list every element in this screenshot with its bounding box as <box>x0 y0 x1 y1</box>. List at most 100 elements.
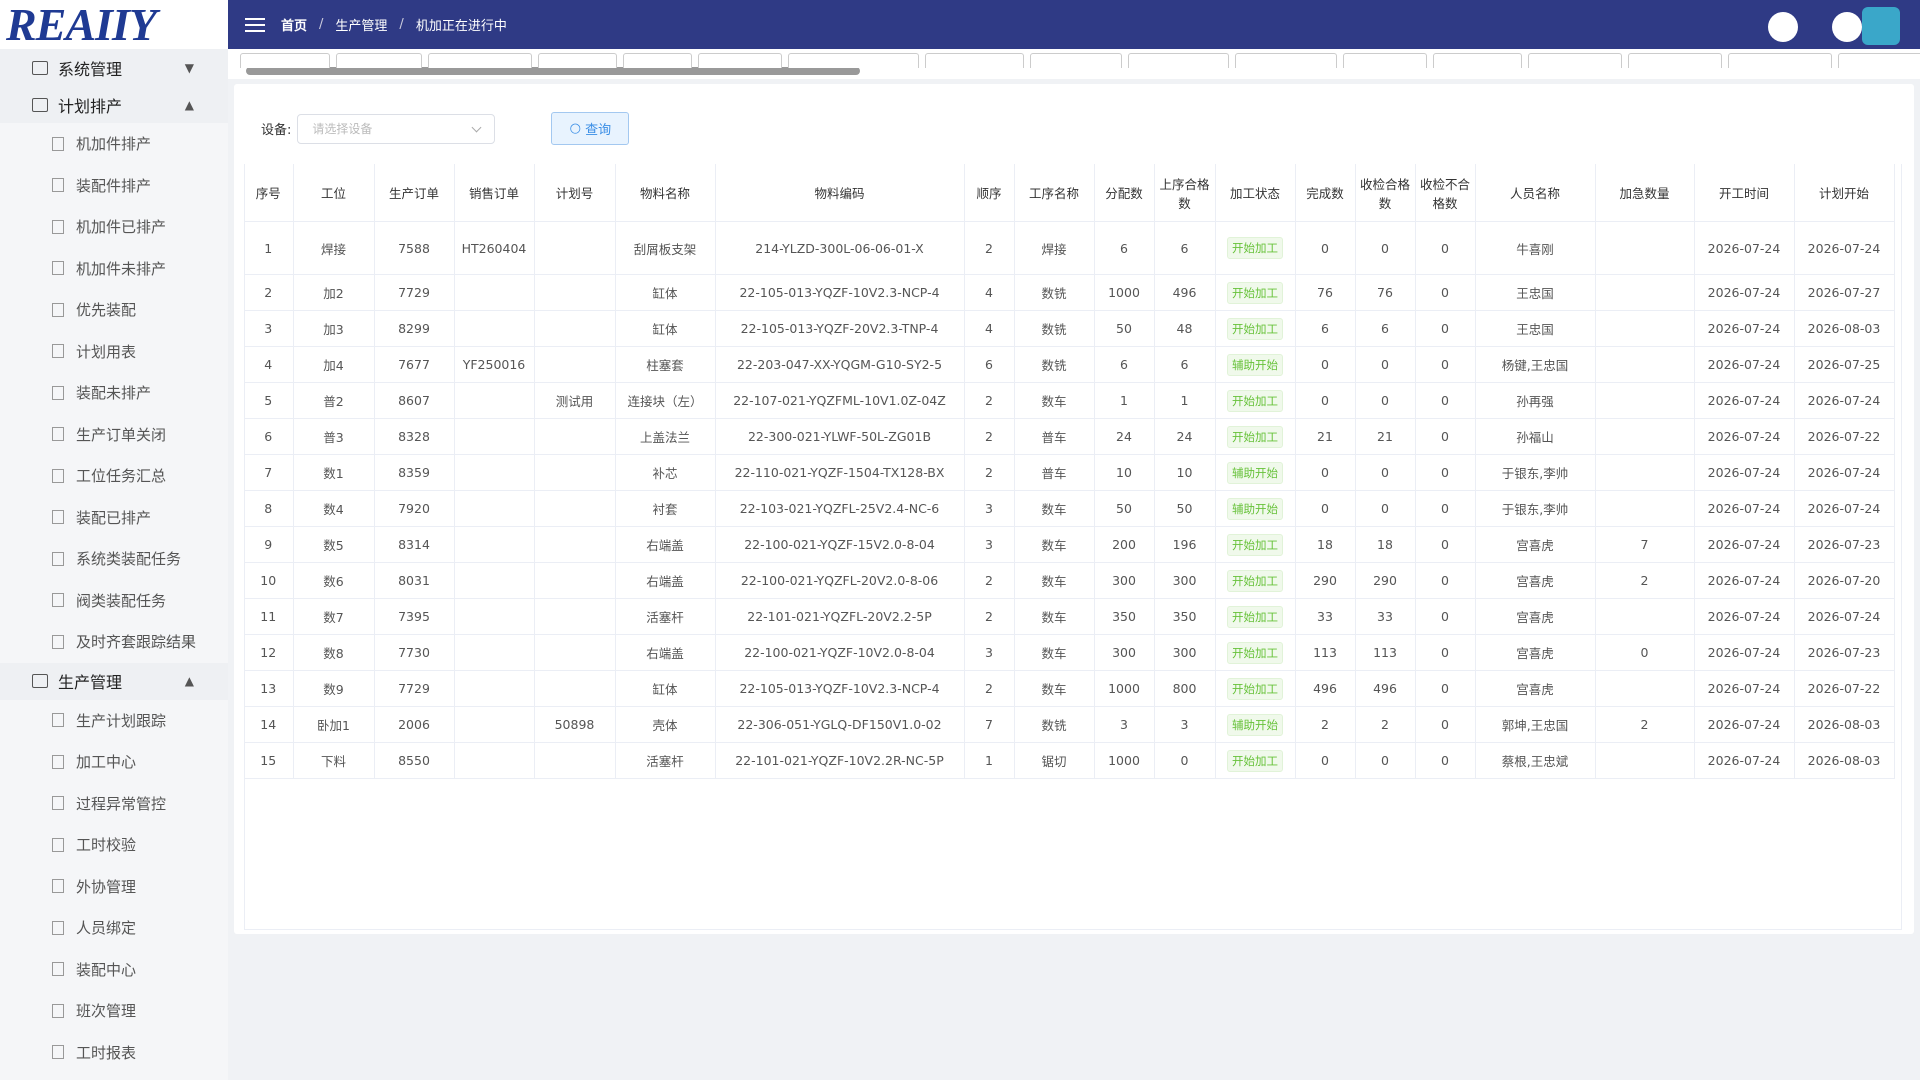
tab[interactable] <box>788 53 919 68</box>
table-cell: 0 <box>1415 634 1476 671</box>
breadcrumb-item[interactable]: 生产管理 <box>335 19 388 34</box>
group-label: 计划排产 <box>58 96 123 116</box>
cell-text: 2026-07-27 <box>1807 285 1881 300</box>
item-label: 装配已排产 <box>76 508 152 527</box>
tab[interactable] <box>1628 53 1722 68</box>
cell-text: 2026-07-24 <box>1707 681 1781 696</box>
table-cell: 24 <box>1094 418 1155 455</box>
cell-text: 0 <box>1441 501 1449 516</box>
tab[interactable] <box>1030 53 1122 68</box>
menu-item[interactable]: 计划用表 <box>0 331 228 373</box>
menu-item[interactable]: 生产订单关闭 <box>0 414 228 456</box>
avatar[interactable] <box>1862 7 1900 45</box>
table-cell: 50 <box>1094 310 1155 347</box>
icon <box>32 97 48 112</box>
menu-item[interactable]: 生产计划跟踪 <box>0 700 228 742</box>
table-cell: 2026-07-24 <box>1694 221 1795 275</box>
table-cell: 2026-07-24 <box>1694 274 1795 311</box>
menu-item[interactable]: 过程异常管控 <box>0 783 228 825</box>
tab[interactable] <box>336 53 422 68</box>
tab[interactable] <box>1433 53 1522 68</box>
menu-item[interactable]: 装配已排产 <box>0 497 228 539</box>
table-cell: 22-105-013-YQZF-20V2.3-TNP-4 <box>715 310 965 347</box>
cell-text: 7729 <box>398 681 430 696</box>
table-cell: 0 <box>1415 418 1476 455</box>
breadcrumb-item[interactable]: 首页 <box>281 19 308 34</box>
cell-text: 2026-07-24 <box>1707 465 1781 480</box>
menu-item[interactable]: 装配中心 <box>0 949 228 991</box>
tab[interactable] <box>1343 53 1427 68</box>
table-cell <box>454 274 535 311</box>
table-cell: 11 <box>244 598 294 635</box>
menu-item[interactable]: 阀类装配任务 <box>0 580 228 622</box>
status-tag: 辅助开始 <box>1227 353 1283 376</box>
menu-item[interactable]: 工时校验 <box>0 824 228 866</box>
menu-item[interactable]: 机加件排产 <box>0 123 228 165</box>
table-cell: 1000 <box>1094 742 1155 779</box>
cell-text: 4 <box>985 321 993 336</box>
tab[interactable] <box>1728 53 1832 68</box>
table-cell: 数4 <box>293 490 375 527</box>
column-header: 收检不合格数 <box>1415 164 1476 222</box>
tab[interactable] <box>1838 53 1920 68</box>
tab[interactable] <box>925 53 1024 68</box>
tab[interactable] <box>428 53 532 68</box>
menu-item[interactable]: 班次管理 <box>0 990 228 1032</box>
item-label: 阀类装配任务 <box>76 591 167 610</box>
menu-item[interactable]: 工位任务汇总 <box>0 455 228 497</box>
table-cell: 3 <box>964 526 1015 563</box>
cell-text: 6 <box>1321 321 1329 336</box>
table-cell: 0 <box>1415 310 1476 347</box>
sidebar: REAIIY 系统管理 ▼ 计划排产 ▲ 机加件排产 装配件排产 机加件已排产 机加件未排产优… <box>0 0 228 1080</box>
cell-text: 2026-07-24 <box>1707 429 1781 444</box>
table-cell: 7395 <box>374 598 455 635</box>
menu-item[interactable]: 人员绑定 <box>0 907 228 949</box>
menu-group[interactable]: 系统管理 ▼ <box>0 49 228 86</box>
menu-item[interactable]: 工时报表 <box>0 1032 228 1074</box>
menu-item[interactable]: 优先装配 <box>0 289 228 331</box>
menu-item[interactable]: 系统类装配任务 <box>0 538 228 580</box>
cell-text: 活塞杆 <box>646 610 684 625</box>
menu-item[interactable]: 加工中心 <box>0 741 228 783</box>
item-label: 工时报表 <box>76 1043 137 1062</box>
menu-item[interactable]: 机加件未排产 <box>0 248 228 290</box>
table-cell <box>454 634 535 671</box>
table-cell: 2026-07-22 <box>1794 670 1895 707</box>
table-row: 3 加3 8299 缸体 22-105-013-YQZF-20V2.3-TNP-4 4 数铣… <box>244 310 1895 347</box>
edit-button[interactable] <box>1832 12 1862 42</box>
tab[interactable] <box>623 53 692 68</box>
table-cell: 开始加工 <box>1215 221 1296 275</box>
menu-group[interactable]: 生产管理 ▲ <box>0 662 228 700</box>
tab[interactable] <box>1128 53 1229 68</box>
device-select[interactable]: 请选择设备 <box>297 113 496 144</box>
menu-item[interactable]: 机加件已排产 <box>0 206 228 248</box>
table-cell: 21 <box>1355 418 1416 455</box>
table-cell <box>534 274 616 311</box>
cell-text: 衬套 <box>652 502 678 517</box>
tab[interactable] <box>240 53 330 68</box>
menu-item[interactable]: 装配件排产 <box>0 165 228 207</box>
scrollbar[interactable] <box>246 67 860 75</box>
table-cell: 0 <box>1415 454 1476 491</box>
cell-text: 113 <box>1373 645 1397 660</box>
table-cell: HT260404 <box>454 221 535 275</box>
cell-text: 12 <box>260 645 277 660</box>
menu-item[interactable]: 外协管理 <box>0 866 228 908</box>
table-cell: 0 <box>1295 221 1356 275</box>
mail-button[interactable] <box>1768 12 1798 42</box>
table-cell: 22-101-021-YQZF-10V2.2R-NC-5P <box>715 742 965 779</box>
menu-item[interactable]: 及时齐套跟踪结果 <box>0 621 228 663</box>
tab[interactable] <box>698 53 782 68</box>
cell-text: 13 <box>260 681 277 696</box>
table-cell: 焊接 <box>1014 221 1095 275</box>
tab[interactable] <box>538 53 617 68</box>
table-cell <box>454 310 535 347</box>
query-button[interactable]: ○ 查询 <box>551 112 630 145</box>
tab[interactable] <box>1528 53 1622 68</box>
table-cell: 8314 <box>374 526 455 563</box>
menu-item[interactable]: 装配未排产 <box>0 372 228 414</box>
tab[interactable] <box>1235 53 1337 68</box>
menu-group[interactable]: 计划排产 ▲ <box>0 86 228 123</box>
table-cell: 0 <box>1295 742 1356 779</box>
menu-toggle[interactable] <box>245 17 265 32</box>
